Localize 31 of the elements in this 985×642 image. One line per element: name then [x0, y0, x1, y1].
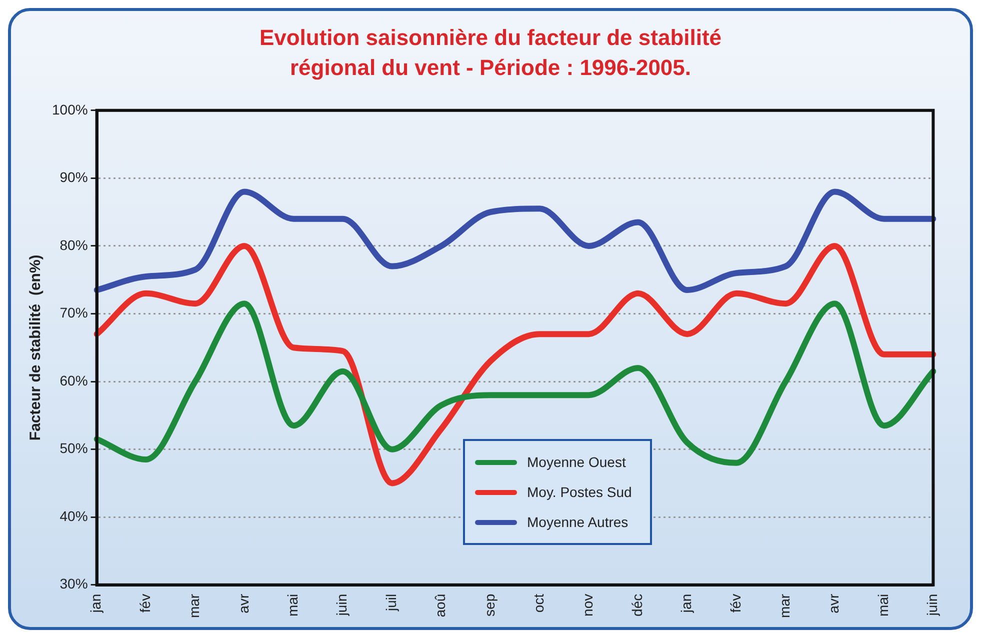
- x-tick-label: sep: [481, 594, 498, 616]
- chart-title: Evolution saisonnière du facteur de stabilité régional du vent - Période : 1996-2005.: [258, 24, 723, 82]
- x-tick-label: avr: [235, 594, 252, 614]
- x-tick-label: mar: [776, 594, 792, 618]
- x-tick-label: juil: [382, 594, 399, 612]
- x-tick-label: juin: [334, 594, 350, 617]
- y-tick-label: 60%: [60, 372, 88, 388]
- x-tick-label: aoû: [432, 594, 448, 618]
- y-tick-label: 90%: [60, 169, 88, 186]
- y-tick-label: 70%: [60, 304, 88, 321]
- legend-label: Moyenne Ouest: [527, 453, 626, 472]
- x-tick-label: jan: [678, 594, 694, 614]
- x-tick-label: avr: [826, 594, 842, 614]
- x-tick-label: nov: [580, 594, 596, 616]
- y-axis-title: Facteur de stabilité (en%): [27, 254, 44, 441]
- x-tick-label: mai: [284, 594, 300, 616]
- legend-label: Moyenne Autres: [527, 513, 628, 532]
- y-tick-label: 80%: [60, 236, 88, 253]
- y-tick-label: 100%: [52, 101, 88, 118]
- x-tick-label: oct: [530, 594, 546, 613]
- x-tick-label: jan: [88, 594, 104, 614]
- x-tick-label: déc: [628, 594, 645, 616]
- y-tick-label: 50%: [60, 440, 88, 456]
- y-tick-label: 40%: [60, 508, 88, 524]
- x-tick-label: fév: [727, 594, 744, 613]
- x-tick-label: fév: [136, 594, 153, 613]
- y-tick-label: 30%: [60, 576, 88, 592]
- x-tick-label: mai: [874, 594, 891, 616]
- legend-label: Moy. Postes Sud: [527, 483, 632, 502]
- x-tick-label: juin: [924, 594, 940, 617]
- x-tick-label: mar: [186, 594, 202, 618]
